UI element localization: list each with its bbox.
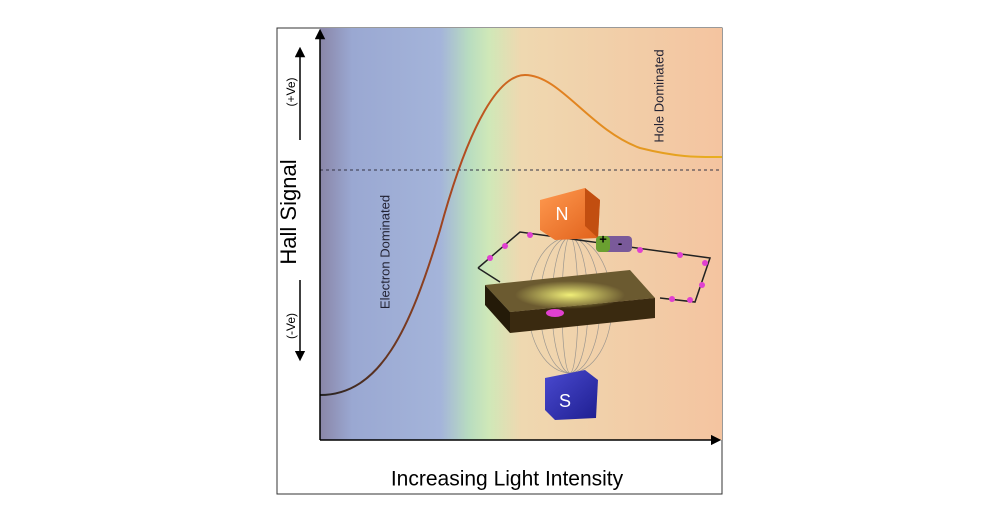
y-label: Hall Signal (276, 159, 301, 264)
hall-curve (319, 73, 723, 396)
y-negative: (-Ve) (284, 313, 298, 339)
x-label: Increasing Light Intensity (391, 468, 624, 491)
plot-background (320, 28, 722, 440)
south-label: S (559, 391, 571, 411)
battery-positive: + (599, 231, 607, 246)
north-label: N (556, 204, 569, 224)
battery-negative: - (618, 235, 622, 250)
hole-label: Hole Dominated (651, 49, 666, 142)
y-positive: (+Ve) (284, 77, 298, 106)
electron-label: Electron Dominated (377, 195, 392, 309)
hall-device: N S + - (477, 188, 712, 420)
